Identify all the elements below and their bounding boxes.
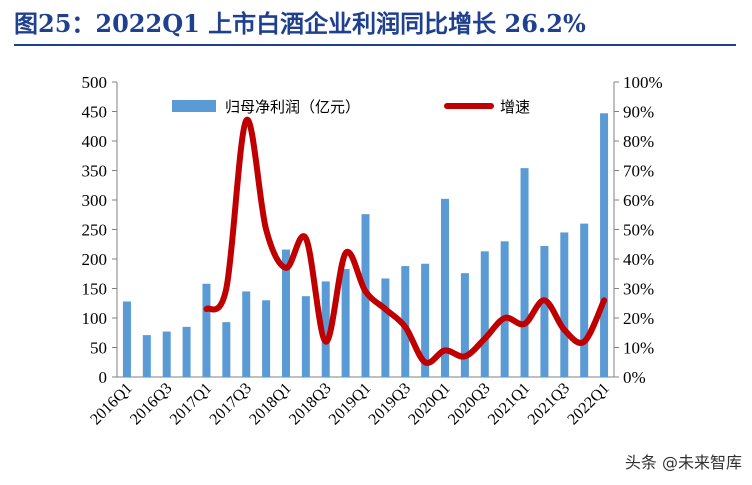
bar-2017Q1 bbox=[202, 283, 211, 377]
legend: 归母净利润（亿元） 增速 bbox=[172, 98, 530, 116]
bar-2018Q2 bbox=[301, 296, 310, 377]
bar-2017Q4 bbox=[262, 300, 271, 377]
left-tick-label: 100 bbox=[82, 309, 108, 328]
x-tick-label: 2016Q1 bbox=[87, 380, 135, 428]
left-tick-label: 500 bbox=[82, 73, 108, 92]
bar-2018Q4 bbox=[341, 269, 350, 377]
growth-line bbox=[203, 116, 608, 366]
right-tick-label: 20% bbox=[623, 309, 654, 328]
bar-2018Q3 bbox=[321, 281, 330, 377]
right-tick-label: 30% bbox=[623, 280, 654, 299]
bar-2017Q3 bbox=[242, 291, 251, 377]
right-tick-label: 80% bbox=[623, 132, 654, 151]
bar-2016Q1 bbox=[122, 301, 131, 377]
right-tick-label: 40% bbox=[623, 250, 654, 269]
bar-series bbox=[122, 113, 609, 378]
left-tick-label: 150 bbox=[82, 280, 108, 299]
x-tick-label: 2018Q3 bbox=[286, 380, 334, 428]
x-tick-label: 2021Q3 bbox=[525, 380, 573, 428]
right-tick-label: 0% bbox=[623, 368, 646, 387]
left-tick-label: 450 bbox=[82, 103, 108, 122]
left-tick-label: 50 bbox=[90, 339, 107, 358]
bar-2021Q4 bbox=[580, 223, 589, 377]
x-tick-label: 2017Q1 bbox=[167, 380, 215, 428]
x-tick-label: 2018Q1 bbox=[246, 380, 294, 428]
bar-2022Q1 bbox=[600, 113, 609, 378]
legend-label-profit: 归母净利润（亿元） bbox=[225, 98, 360, 116]
x-tick-label: 2021Q1 bbox=[485, 380, 533, 428]
right-tick-label: 90% bbox=[623, 103, 654, 122]
x-tick-label: 2022Q1 bbox=[564, 380, 612, 428]
right-tick-label: 50% bbox=[623, 221, 654, 240]
left-tick-label: 300 bbox=[82, 191, 108, 210]
bar-2021Q3 bbox=[560, 232, 569, 377]
bar-2021Q1 bbox=[520, 168, 529, 377]
right-tick-label: 60% bbox=[623, 191, 654, 210]
figure-title: 图25：2022Q1 上市白酒企业利润同比增长 26.2% bbox=[14, 9, 586, 38]
title-underline bbox=[14, 44, 736, 46]
x-tick-label: 2019Q1 bbox=[326, 380, 374, 428]
right-tick-label: 70% bbox=[623, 162, 654, 181]
bar-2016Q2 bbox=[142, 335, 151, 377]
legend-label-growth: 增速 bbox=[500, 98, 530, 116]
right-tick-label: 100% bbox=[623, 73, 663, 92]
bar-2020Q3 bbox=[480, 251, 489, 377]
right-tick-label: 10% bbox=[623, 339, 654, 358]
x-tick-label: 2019Q3 bbox=[366, 380, 414, 428]
bar-2019Q3 bbox=[401, 266, 410, 377]
bar-2016Q4 bbox=[182, 326, 191, 377]
x-tick-label: 2016Q3 bbox=[127, 380, 175, 428]
bar-2020Q4 bbox=[500, 241, 509, 377]
watermark: 头条 @未来智库 bbox=[624, 453, 742, 472]
left-tick-label: 200 bbox=[82, 250, 108, 269]
bar-2019Q4 bbox=[421, 263, 430, 377]
bar-2019Q2 bbox=[381, 278, 390, 377]
left-tick-label: 350 bbox=[82, 162, 108, 181]
bar-2017Q2 bbox=[222, 322, 231, 377]
legend-swatch-bar bbox=[172, 100, 216, 112]
x-tick-label: 2020Q1 bbox=[405, 380, 453, 428]
x-tick-label: 2017Q3 bbox=[207, 380, 255, 428]
left-tick-label: 0 bbox=[99, 368, 108, 387]
left-tick-label: 400 bbox=[82, 132, 108, 151]
bar-2021Q2 bbox=[540, 246, 549, 377]
bar-2018Q1 bbox=[281, 249, 290, 377]
left-tick-label: 250 bbox=[82, 221, 108, 240]
bar-2016Q3 bbox=[162, 331, 171, 377]
bar-2020Q2 bbox=[460, 273, 469, 377]
bar-2020Q1 bbox=[441, 198, 450, 377]
x-tick-label: 2020Q3 bbox=[445, 380, 493, 428]
line-series bbox=[203, 116, 608, 366]
